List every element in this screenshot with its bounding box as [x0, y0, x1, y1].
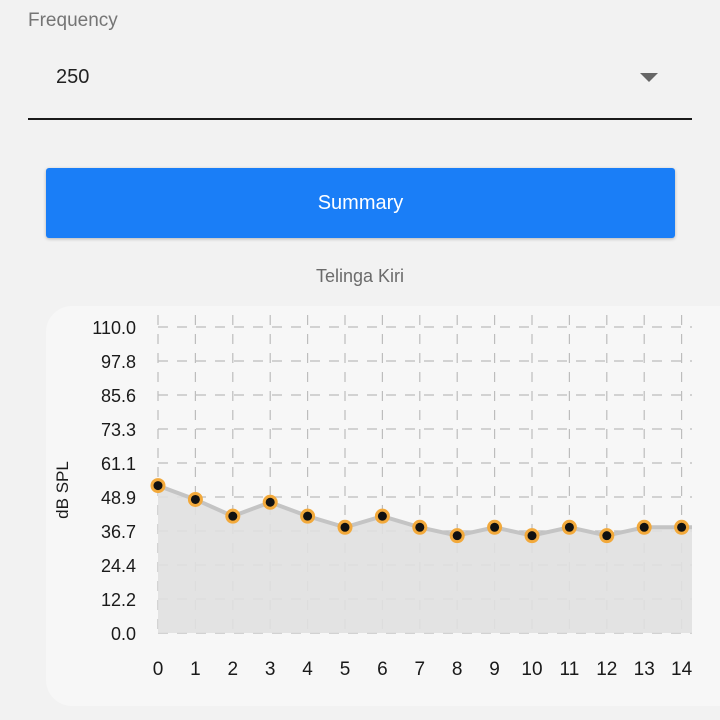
x-tick-label: 8	[452, 659, 463, 680]
x-tick-label: 3	[265, 659, 276, 680]
x-tick-label: 5	[340, 659, 351, 680]
x-tick-label: 6	[377, 659, 388, 680]
x-tick-label: 11	[560, 659, 580, 680]
y-tick-label: 110.0	[92, 318, 136, 338]
data-point	[602, 531, 612, 541]
data-point	[490, 522, 500, 532]
y-tick-label: 0.0	[111, 624, 136, 644]
y-tick-label: 73.3	[101, 420, 136, 440]
y-tick-label: 85.6	[101, 386, 136, 406]
data-point	[228, 511, 238, 521]
x-tick-label: 10	[521, 659, 542, 680]
y-tick-label: 24.4	[101, 556, 136, 576]
data-point	[190, 494, 200, 504]
data-point	[527, 531, 537, 541]
data-point	[452, 531, 462, 541]
x-tick-label: 2	[228, 659, 239, 680]
data-point	[639, 522, 649, 532]
y-axis-label: dB SPL	[53, 461, 72, 519]
data-point	[564, 522, 574, 532]
x-tick-label: 13	[634, 659, 655, 680]
data-point	[153, 481, 163, 491]
frequency-label: Frequency	[28, 10, 118, 31]
summary-button[interactable]: Summary	[46, 168, 675, 238]
y-tick-label: 97.8	[101, 352, 136, 372]
area-fill	[158, 485, 692, 633]
data-point	[415, 522, 425, 532]
x-tick-label: 0	[153, 659, 164, 680]
line-chart: 110.0 97.8 85.6 73.3 61.1 48.9 36.7 24.4 12.2 0.0…	[53, 315, 692, 680]
series-line	[157, 483, 692, 538]
x-tick-label: 12	[596, 659, 617, 680]
dropdown-arrow-icon[interactable]	[640, 73, 658, 82]
chart-card: 110.0 97.8 85.6 73.3 61.1 48.9 36.7 24.4 12.2 0.0…	[46, 306, 720, 706]
data-point	[677, 522, 687, 532]
x-tick-label: 4	[302, 659, 313, 680]
y-tick-label: 61.1	[101, 454, 136, 474]
x-tick-label: 7	[415, 659, 426, 680]
y-tick-label: 12.2	[101, 590, 136, 610]
frequency-value: 250	[56, 66, 90, 88]
y-tick-label: 48.9	[101, 488, 136, 508]
x-tick-label: 9	[489, 659, 500, 680]
data-point	[265, 497, 275, 507]
y-tick-label: 36.7	[101, 522, 136, 542]
x-tick-label: 1	[190, 659, 201, 680]
data-point	[303, 511, 313, 521]
x-tick-label: 14	[671, 659, 692, 680]
chart-title: Telinga Kiri	[315, 266, 405, 286]
data-point	[377, 511, 387, 521]
frequency-dropdown[interactable]: 250	[28, 44, 692, 120]
data-point	[340, 522, 350, 532]
